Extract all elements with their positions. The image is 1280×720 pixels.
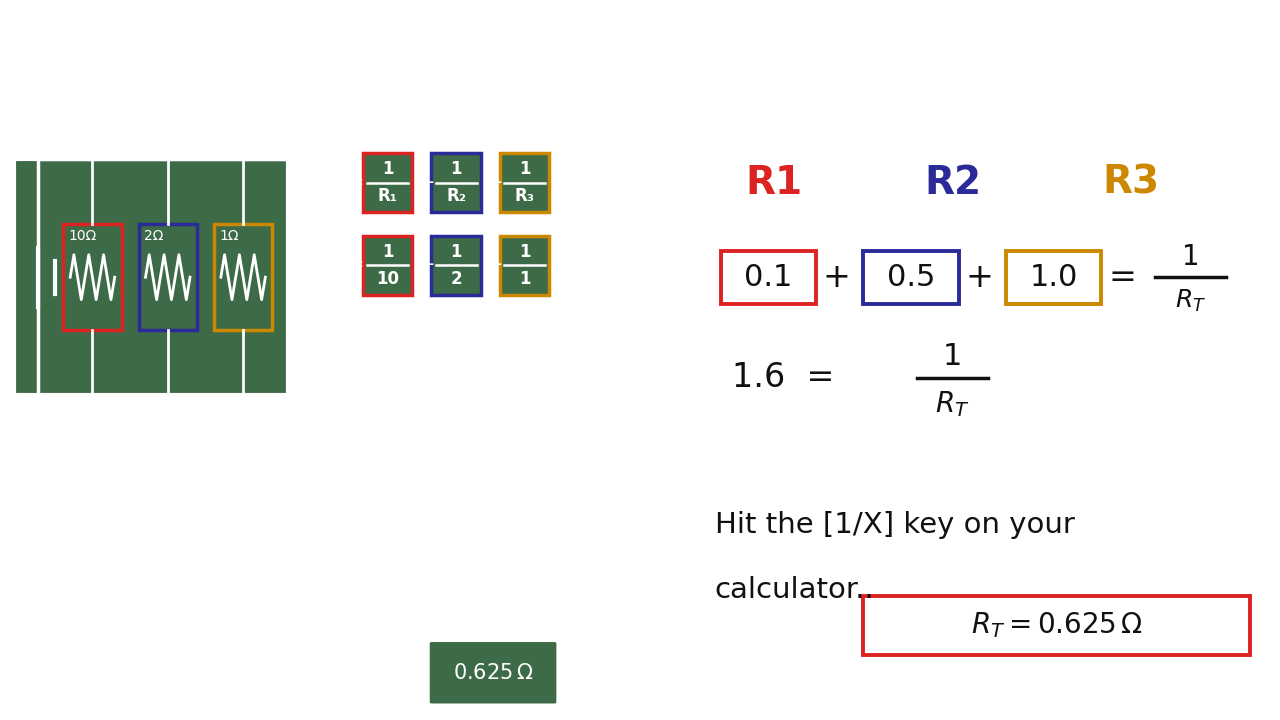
FancyBboxPatch shape xyxy=(1006,251,1101,304)
Text: 0.1: 0.1 xyxy=(744,263,792,292)
Text: 1.0: 1.0 xyxy=(1029,263,1078,292)
Text: +: + xyxy=(965,261,993,294)
Text: 1: 1 xyxy=(518,160,530,178)
Text: $\frac{1}{R_n}$: $\frac{1}{R_n}$ xyxy=(595,168,612,198)
Text: R₃: R₃ xyxy=(515,187,535,205)
Text: $\frac{5}{10}$: $\frac{5}{10}$ xyxy=(431,334,449,362)
Text: $\frac{1}{R_T}$: $\frac{1}{R_T}$ xyxy=(301,249,319,282)
Text: $R_T(1 / R_T) = 1.6 \times R_T$: $R_T(1 / R_T) = 1.6 \times R_T$ xyxy=(244,519,440,543)
Text: +: + xyxy=(485,173,503,193)
Text: 1: 1 xyxy=(1181,243,1199,271)
Text: +: + xyxy=(415,338,433,358)
Text: $\frac{1}{R_T}$: $\frac{1}{R_T}$ xyxy=(301,166,319,199)
Text: + ...: + ... xyxy=(553,174,589,192)
Text: R1: R1 xyxy=(745,163,803,202)
Text: 1.6  =: 1.6 = xyxy=(732,361,835,394)
Text: 1: 1 xyxy=(518,270,530,288)
Text: Total resistance in parallel: Total resistance in parallel xyxy=(26,37,1106,106)
Text: 2: 2 xyxy=(451,270,462,288)
Text: $\frac{1}{R_T}$: $\frac{1}{R_T}$ xyxy=(301,332,319,364)
Text: $\frac{10}{10}$: $\frac{10}{10}$ xyxy=(500,334,518,362)
FancyBboxPatch shape xyxy=(428,640,558,706)
Text: 0.5: 0.5 xyxy=(887,263,936,292)
FancyBboxPatch shape xyxy=(63,224,122,330)
FancyBboxPatch shape xyxy=(14,159,288,395)
Text: R3: R3 xyxy=(1102,163,1160,202)
Text: $RT = 1 / 1.6 = $: $RT = 1 / 1.6 = $ xyxy=(239,662,367,683)
FancyBboxPatch shape xyxy=(431,153,481,212)
Text: $\frac{1}{10}$: $\frac{1}{10}$ xyxy=(366,334,384,362)
FancyBboxPatch shape xyxy=(138,224,197,330)
FancyBboxPatch shape xyxy=(364,153,412,212)
Text: +: + xyxy=(416,256,435,275)
Text: $R_T$: $R_T$ xyxy=(936,390,970,419)
Text: 1: 1 xyxy=(518,243,530,261)
Text: R2: R2 xyxy=(924,163,982,202)
Text: 1Ω: 1Ω xyxy=(219,229,239,243)
Text: =: = xyxy=(346,173,365,193)
Text: $R_T$: $R_T$ xyxy=(1175,288,1206,314)
Text: $0.625\,\Omega$: $0.625\,\Omega$ xyxy=(453,663,534,683)
Text: =: = xyxy=(346,338,365,358)
Text: 2Ω: 2Ω xyxy=(145,229,164,243)
Text: +: + xyxy=(483,338,502,358)
FancyBboxPatch shape xyxy=(864,251,959,304)
Text: R₁: R₁ xyxy=(378,187,398,205)
Text: $\frac{1}{R_T} = \frac{1+5+10}{10} = \frac{16}{10} = 1.6$: $\frac{1}{R_T} = \frac{1+5+10}{10} = \fr… xyxy=(214,423,471,463)
Text: 1: 1 xyxy=(381,243,393,261)
Text: Hit the [1/X] key on your: Hit the [1/X] key on your xyxy=(714,511,1074,539)
Text: 10: 10 xyxy=(376,270,399,288)
Text: 1: 1 xyxy=(943,343,963,372)
FancyBboxPatch shape xyxy=(364,236,412,295)
FancyBboxPatch shape xyxy=(500,236,549,295)
Text: 1: 1 xyxy=(451,243,462,261)
FancyBboxPatch shape xyxy=(214,224,273,330)
FancyBboxPatch shape xyxy=(500,153,549,212)
FancyBboxPatch shape xyxy=(431,236,481,295)
FancyBboxPatch shape xyxy=(721,251,815,304)
Text: $1 = 1.6R_T$: $1 = 1.6R_T$ xyxy=(293,590,392,613)
Text: R₂: R₂ xyxy=(445,187,466,205)
Text: =: = xyxy=(1108,261,1137,294)
Text: 1: 1 xyxy=(451,160,462,178)
Text: +: + xyxy=(416,173,435,193)
Text: $R_T = 0.625\,\Omega$: $R_T = 0.625\,\Omega$ xyxy=(970,611,1143,640)
FancyBboxPatch shape xyxy=(864,596,1251,655)
Text: =: = xyxy=(346,256,365,275)
Text: 10Ω: 10Ω xyxy=(69,229,97,243)
Text: +: + xyxy=(485,256,503,275)
Text: +: + xyxy=(823,261,850,294)
Text: calculator..: calculator.. xyxy=(714,576,874,604)
Text: 1: 1 xyxy=(381,160,393,178)
